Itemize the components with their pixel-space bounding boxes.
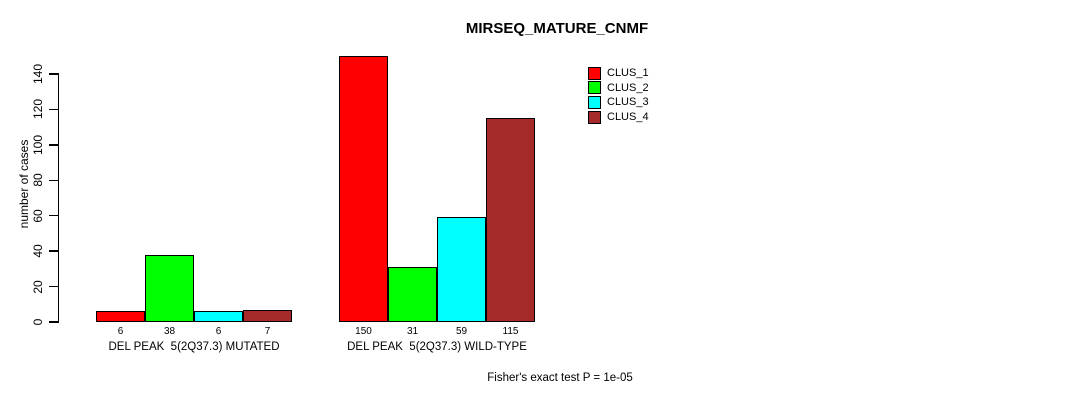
legend-swatch (588, 95, 601, 109)
y-tick (49, 250, 59, 252)
bar-clus_1 (96, 311, 145, 322)
y-tick (49, 214, 59, 217)
bar-value-label: 7 (264, 326, 271, 337)
y-tick (49, 285, 59, 288)
bar-value-label: 38 (163, 326, 176, 337)
y-axis-line (57, 74, 59, 323)
group-label: DEL PEAK 5(2Q37.3) WILD-TYPE (347, 341, 527, 353)
bar-value-label: 59 (455, 326, 468, 337)
bar-value-label: 6 (117, 326, 124, 337)
legend-entry: CLUS_2 (588, 81, 649, 96)
bar-clus_2 (388, 267, 437, 322)
legend-entry: CLUS_4 (588, 110, 649, 125)
bar-clus_1 (339, 56, 388, 322)
bar-clus_2 (145, 254, 194, 322)
group-label: DEL PEAK 5(2Q37.3) MUTATED (108, 341, 280, 353)
y-tick (49, 144, 59, 146)
bar-clus_4 (486, 118, 535, 322)
legend: CLUS_1 CLUS_2 CLUS_3 CLUS_4 (588, 66, 649, 124)
legend-swatch (588, 66, 601, 80)
y-tick-label: 80 (31, 173, 45, 187)
legend-label: CLUS_4 (607, 111, 649, 124)
y-tick-label: 0 (31, 318, 45, 326)
legend-swatch (588, 110, 601, 124)
bar-value-label: 31 (406, 326, 419, 337)
y-tick-label: 120 (31, 99, 45, 120)
bar-clus_3 (437, 217, 486, 322)
bar-value-label: 6 (215, 326, 222, 337)
y-tick (49, 321, 59, 323)
y-tick (49, 73, 59, 75)
bar-clus_4 (243, 309, 292, 322)
legend-entry: CLUS_3 (588, 95, 649, 110)
annotation-text: Fisher's exact test P = 1e-05 (487, 372, 633, 384)
y-tick (49, 179, 59, 182)
legend-label: CLUS_1 (607, 67, 649, 80)
bar-clus_3 (194, 311, 243, 322)
y-tick-label: 40 (31, 244, 45, 258)
legend-label: CLUS_2 (607, 81, 649, 94)
y-tick-label: 60 (31, 209, 45, 223)
y-tick-label: 20 (31, 279, 45, 294)
y-tick (49, 108, 59, 111)
y-axis-label: number of cases (17, 139, 31, 229)
y-tick-label: 140 (31, 63, 45, 85)
bar-value-label: 115 (502, 326, 519, 337)
y-tick-label: 100 (31, 134, 45, 155)
legend-entry: CLUS_1 (588, 66, 649, 81)
bar-value-label: 150 (355, 326, 372, 337)
legend-swatch (588, 81, 601, 95)
legend-label: CLUS_3 (607, 96, 649, 109)
chart-title: MIRSEQ_MATURE_CNMF (465, 20, 649, 37)
